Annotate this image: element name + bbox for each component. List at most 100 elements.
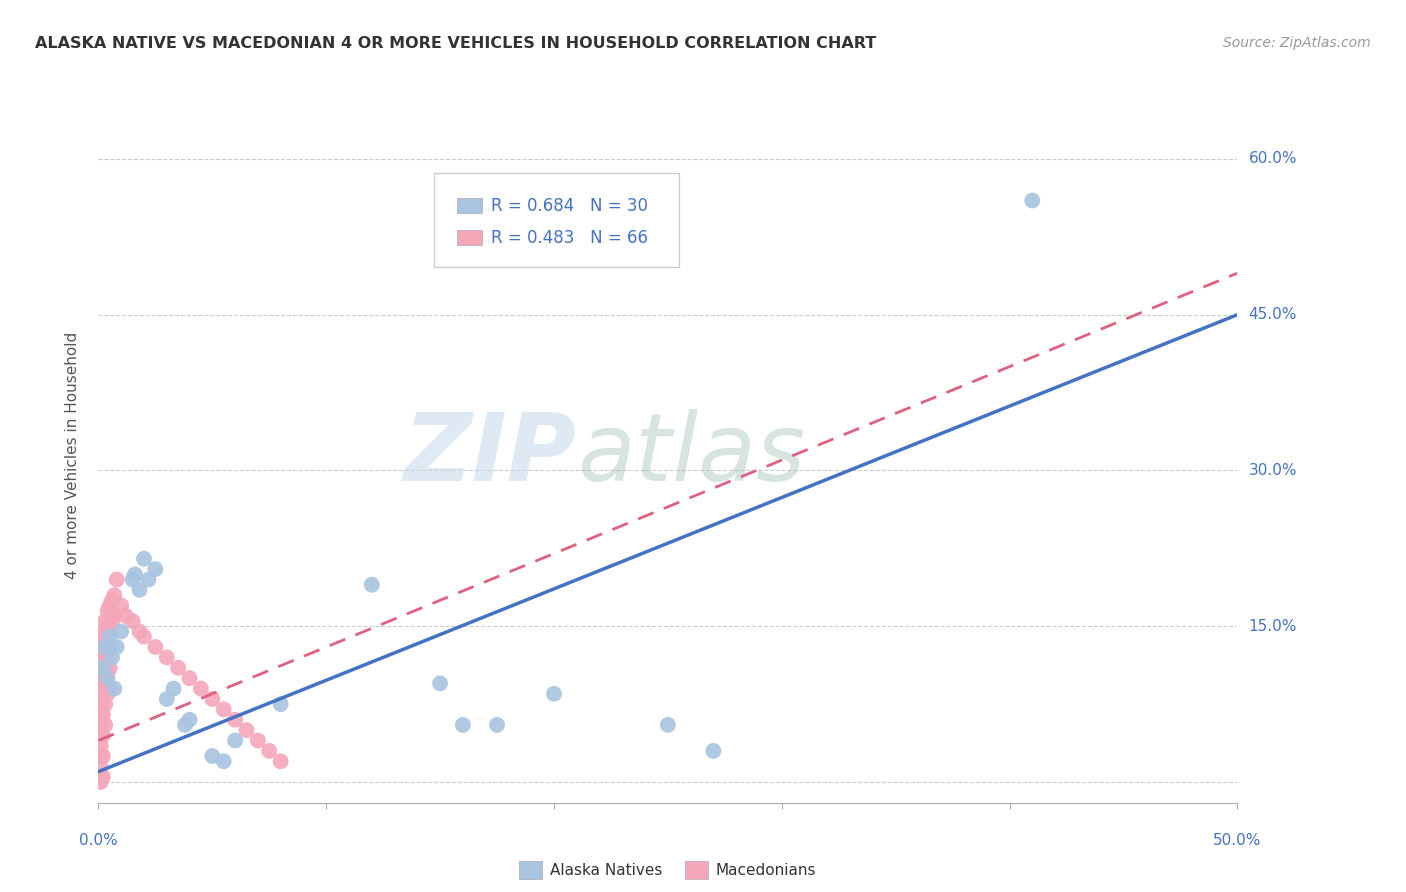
Point [98,599,121,613]
Text: R = 0.483   N = 66: R = 0.483 N = 66 [491,228,648,247]
Point [98,630,121,644]
Point [94,640,117,654]
Point [90,749,112,764]
Point [132,630,155,644]
Point [98,640,121,654]
Point [212,702,235,716]
Text: R = 0.684   N = 30: R = 0.684 N = 30 [491,197,648,215]
FancyBboxPatch shape [457,198,482,213]
Point [91,728,114,742]
Point [96,604,118,618]
Point [179,713,201,727]
Point [91,770,114,784]
Point [270,754,292,768]
Point [124,567,146,582]
Point [1021,194,1043,208]
Point [224,713,246,727]
FancyBboxPatch shape [434,173,679,267]
Point [174,718,197,732]
Point [212,754,235,768]
Point [91,707,114,722]
Point [91,665,114,680]
Point [145,640,167,654]
Point [486,718,509,732]
Point [103,588,125,602]
Text: 45.0%: 45.0% [1249,307,1296,322]
Point [96,671,118,685]
Point [90,775,112,789]
Point [235,723,257,738]
Point [702,744,724,758]
FancyBboxPatch shape [457,230,482,245]
Point [201,749,224,764]
Point [128,582,150,597]
Text: 15.0%: 15.0% [1249,619,1296,633]
Point [138,573,160,587]
Point [110,624,132,639]
Point [90,728,112,742]
Point [224,733,246,747]
Point [91,624,114,639]
Point [91,687,114,701]
Point [96,645,118,659]
Point [98,681,121,696]
Point [162,681,184,696]
Point [90,707,112,722]
Point [360,578,382,592]
Point [145,562,167,576]
Text: atlas: atlas [576,409,806,500]
Point [90,718,112,732]
Point [103,681,125,696]
Point [101,650,124,665]
Point [94,676,117,690]
Text: Source: ZipAtlas.com: Source: ZipAtlas.com [1223,36,1371,50]
Point [90,697,112,711]
Point [190,681,212,696]
Point [96,624,118,639]
Point [167,661,190,675]
Point [103,608,125,623]
Text: 0.0%: 0.0% [79,833,118,848]
Point [90,656,112,670]
Point [246,733,269,747]
Point [110,599,132,613]
Point [94,656,117,670]
Point [201,692,224,706]
Point [101,593,124,607]
Point [179,671,201,685]
Legend: Alaska Natives, Macedonians: Alaska Natives, Macedonians [513,855,823,886]
Point [451,718,474,732]
Point [657,718,679,732]
Point [543,687,565,701]
Point [156,650,179,665]
Point [429,676,451,690]
Point [96,687,118,701]
Point [96,665,118,680]
Point [101,614,124,628]
Point [90,676,112,690]
Point [91,661,114,675]
Point [128,624,150,639]
Y-axis label: 4 or more Vehicles in Household: 4 or more Vehicles in Household [65,331,80,579]
Text: 60.0%: 60.0% [1249,152,1296,167]
Point [90,739,112,753]
Point [91,645,114,659]
Point [94,697,117,711]
Point [259,744,281,758]
Point [98,661,121,675]
Point [98,619,121,633]
Point [90,759,112,773]
Point [105,640,128,654]
Text: 50.0%: 50.0% [1213,833,1261,848]
Point [132,551,155,566]
Point [91,749,114,764]
Point [90,687,112,701]
Point [90,665,112,680]
Point [90,635,112,649]
Text: ALASKA NATIVE VS MACEDONIAN 4 OR MORE VEHICLES IN HOUSEHOLD CORRELATION CHART: ALASKA NATIVE VS MACEDONIAN 4 OR MORE VE… [35,36,876,51]
Point [121,573,143,587]
Point [105,573,128,587]
Point [94,614,117,628]
Point [121,614,143,628]
Point [94,635,117,649]
